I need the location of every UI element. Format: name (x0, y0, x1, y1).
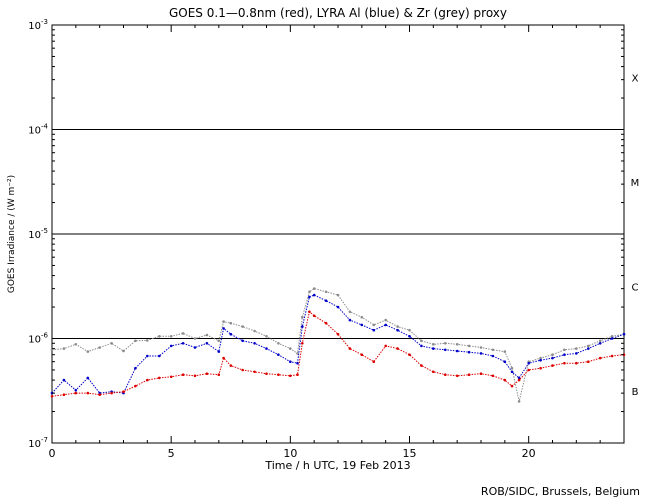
x-axis-label: Time / h UTC, 19 Feb 2013 (264, 459, 410, 472)
flare-class-label: C (632, 282, 639, 293)
y-tick-label: 10-7 (28, 436, 48, 450)
data-point (253, 370, 256, 374)
series-0 (50, 287, 626, 403)
y-tick-base: 10 (28, 230, 41, 241)
x-tick-label: 10 (283, 447, 297, 460)
data-point (444, 342, 447, 345)
y-tick-label: 10-5 (28, 227, 48, 241)
data-point (289, 374, 292, 378)
data-point (467, 344, 471, 348)
data-point (158, 376, 161, 380)
x-tick-label: 15 (403, 447, 417, 460)
data-point (455, 374, 459, 378)
data-point (205, 372, 209, 376)
flare-class-label: X (632, 73, 639, 84)
y-tick-base: 10 (28, 126, 41, 137)
flare-class-labels: X M C B (631, 73, 640, 398)
y-tick-exponent: -6 (41, 332, 49, 340)
data-point (98, 393, 101, 397)
x-tick-label: 20 (522, 447, 536, 460)
data-point (296, 373, 299, 377)
series-trace (51, 288, 625, 402)
chart-title: GOES 0.1—0.8nm (red), LYRA Al (blue) & Z… (169, 6, 507, 20)
y-tick-exponent: -7 (41, 436, 48, 444)
series-trace (51, 310, 625, 397)
data-point (455, 349, 459, 353)
x-tick-label: 0 (49, 447, 56, 460)
data-point (181, 373, 185, 377)
data-point (539, 358, 542, 362)
flare-threshold-lines (52, 129, 624, 339)
y-tick-exponent: -4 (41, 123, 49, 131)
y-axis-label: GOES Irradiance / (W m⁻²) (7, 175, 17, 293)
y-tick-base: 10 (28, 21, 41, 32)
data-point (241, 339, 244, 343)
y-tick-label: 10-6 (28, 332, 48, 346)
credit-text: ROB/SIDC, Brussels, Belgium (481, 485, 640, 498)
y-tick-exponent: -5 (41, 227, 48, 235)
data-point (74, 391, 78, 395)
data-point (122, 390, 125, 394)
flare-class-label: M (631, 178, 640, 189)
data-series-layer (50, 287, 626, 403)
series-2 (50, 310, 626, 398)
y-axis: 10-710-610-510-410-3 (28, 18, 624, 450)
y-tick-base: 10 (28, 335, 41, 346)
data-point (491, 348, 495, 352)
series-trace (51, 294, 625, 394)
y-tick-label: 10-3 (28, 18, 48, 32)
x-tick-label: 5 (168, 447, 175, 460)
y-tick-label: 10-4 (28, 123, 48, 137)
flare-class-label: B (632, 387, 639, 398)
y-tick-base: 10 (28, 439, 41, 450)
y-tick-exponent: -3 (41, 18, 48, 26)
series-1 (50, 293, 626, 395)
data-point (575, 361, 578, 365)
x-axis: 0 5 10 15 20 (49, 25, 625, 460)
